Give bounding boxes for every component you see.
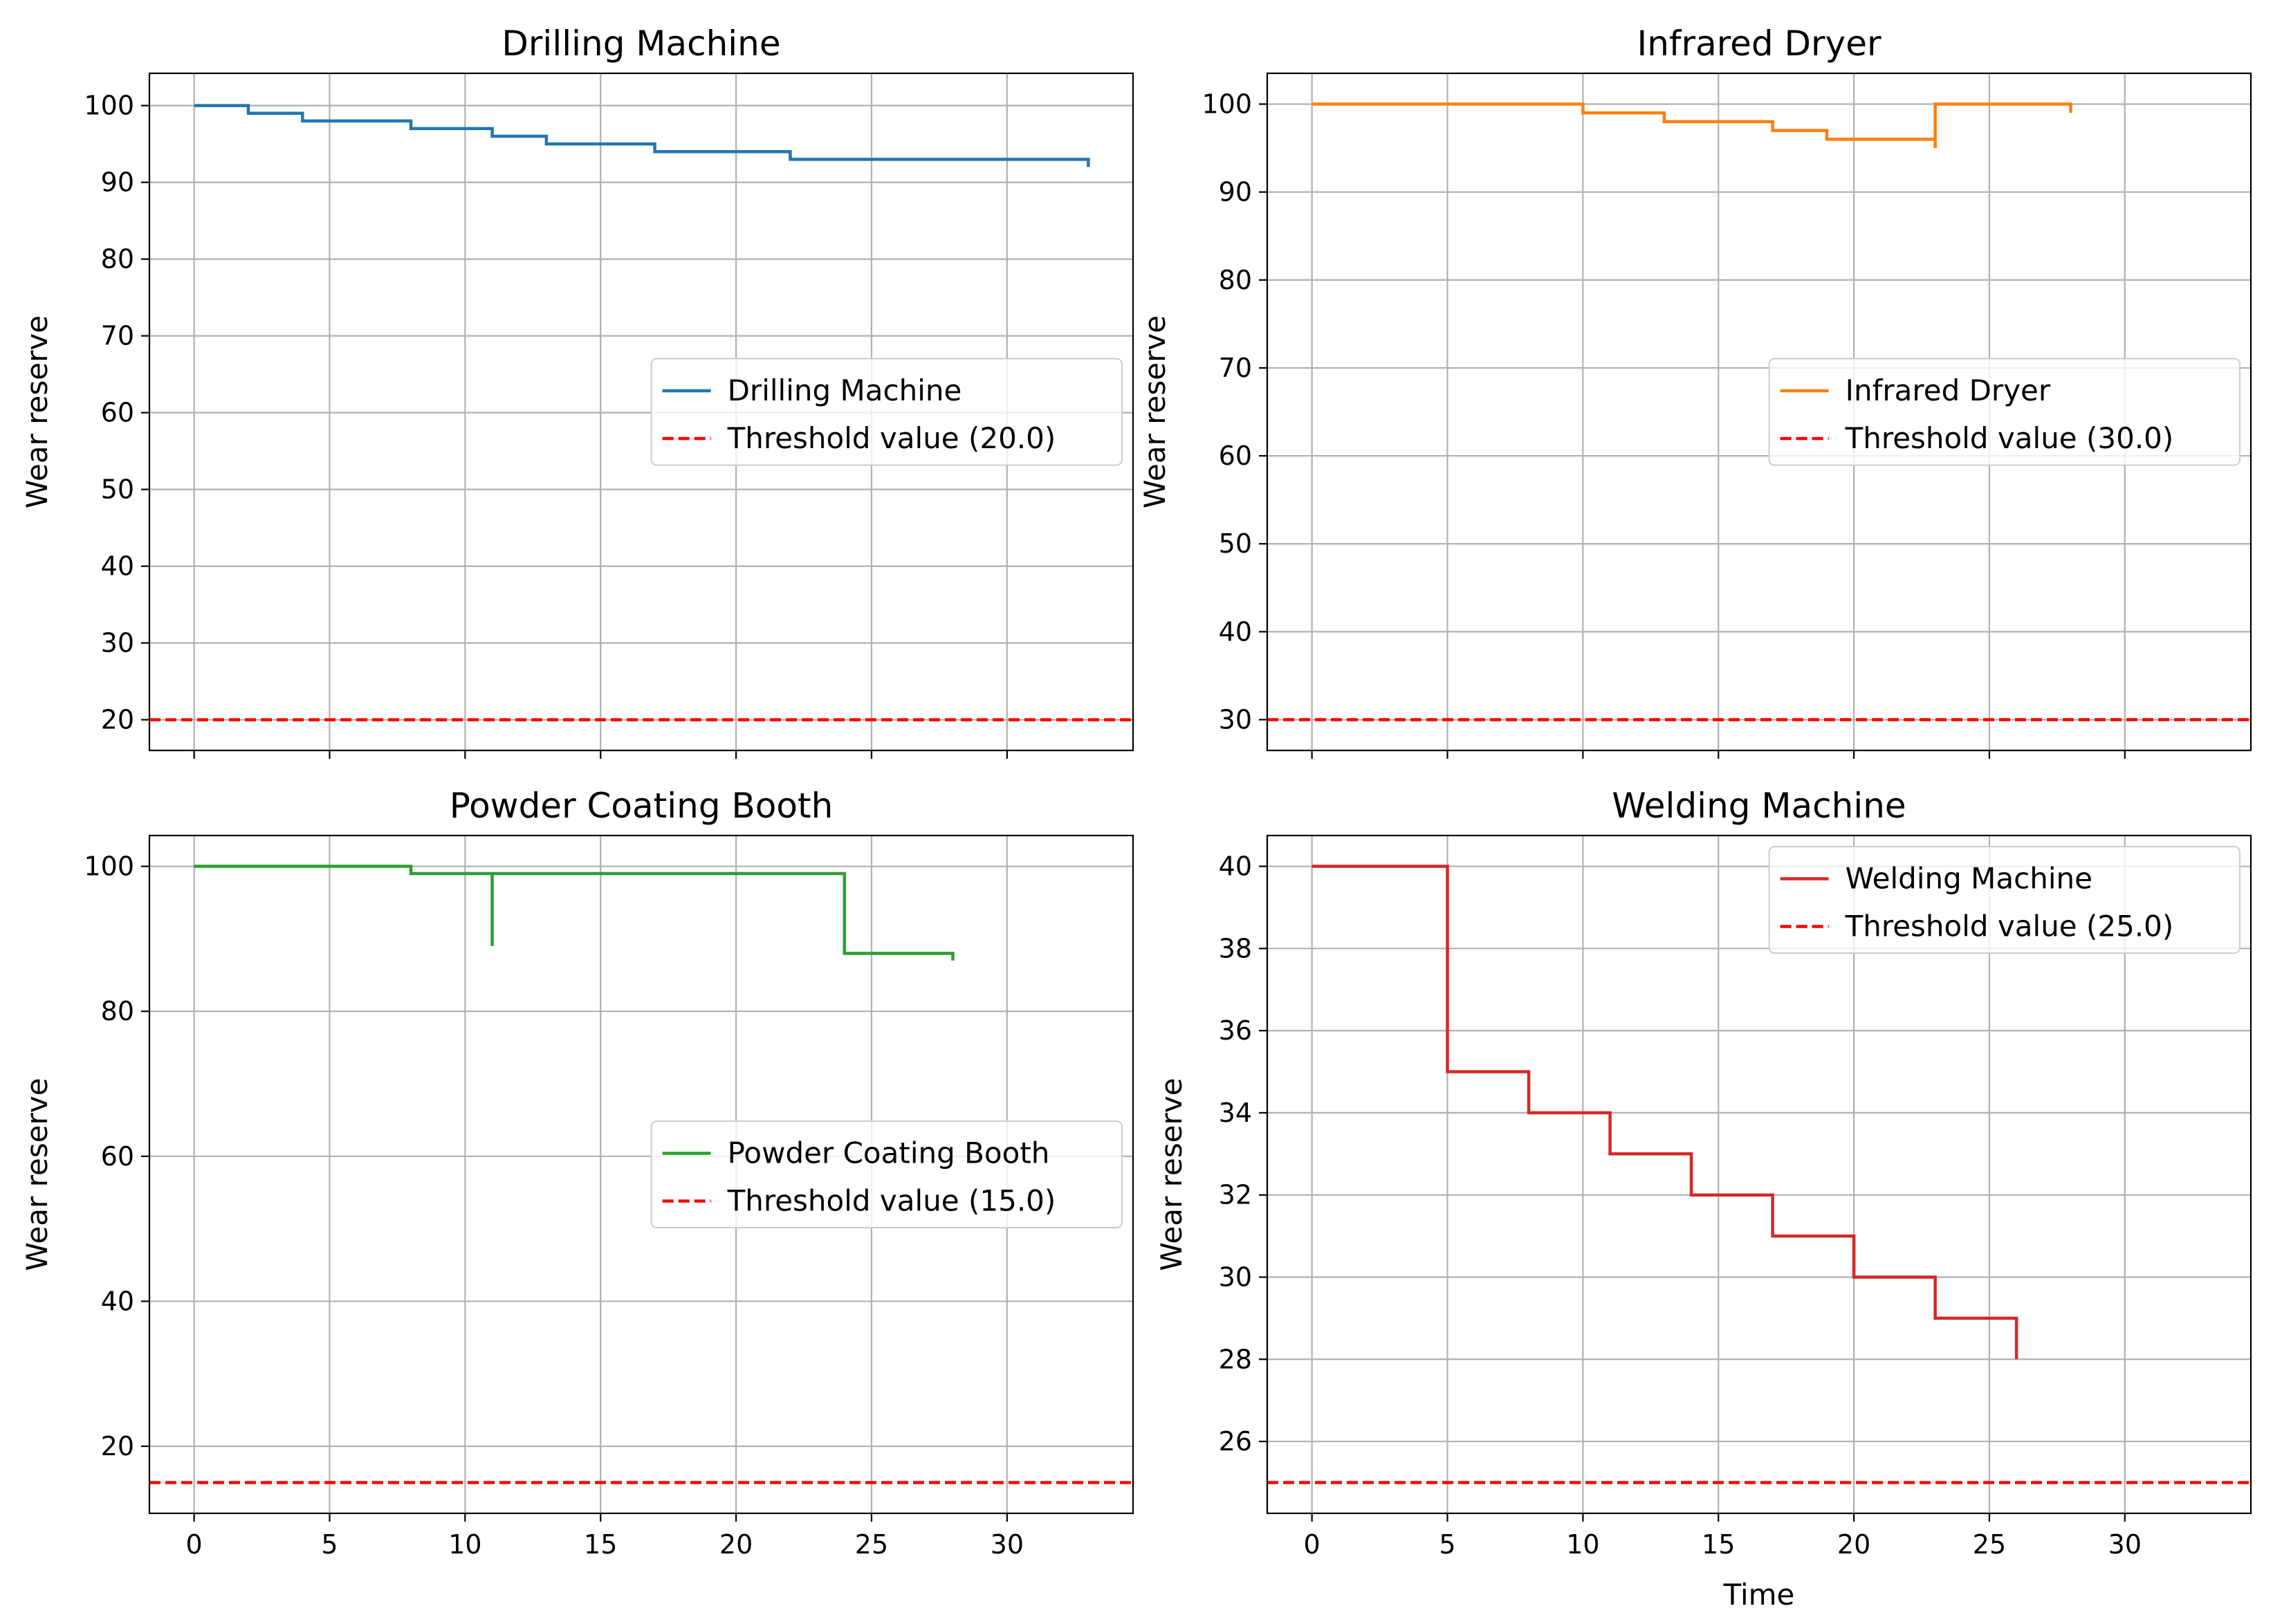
y-tick-label: 30 [1219,705,1252,735]
y-tick-label: 70 [1219,353,1252,383]
subplot-3: 0 5 10 15 20 25 30 20 40 60 80 100 Powder Coating Bo… [20,786,1134,1560]
y-tick-label: 36 [1219,1015,1252,1046]
subplot-1: 20 30 40 50 60 70 80 90 100 Drilling Machine Wear … [20,24,1134,759]
x-ticks [1311,750,2126,759]
subplot-4: 0 5 10 15 20 25 30 26 28 30 32 34 36 38 40 Welding Mach… [1154,786,2252,1560]
x-tick-label: 20 [1837,1529,1870,1560]
legend-label: Threshold value (20.0) [727,421,1056,455]
axes-frame [1266,72,2252,752]
x-ticks: 0 5 10 15 20 25 30 [186,1513,1024,1560]
axes-frame [1266,834,2252,1515]
y-tick-label: 100 [1202,89,1252,120]
series-line [194,865,955,961]
y-axis-label: Wear reserve [1154,1078,1188,1271]
x-tick-label: 0 [1304,1529,1320,1560]
grid [149,836,1133,1513]
x-tick-label: 25 [1973,1529,2006,1560]
subplot-title: Drilling Machine [501,24,780,64]
legend-label: Infrared Dryer [1846,373,2051,407]
subplot-title: Welding Machine [1612,786,1906,826]
y-tick-label: 50 [1219,528,1252,559]
y-tick-label: 20 [101,705,134,735]
subplot-2: 30 40 50 60 70 80 90 100 Infrared Dryer Wear rese… [1138,24,2252,759]
x-tick-label: 25 [855,1529,888,1560]
y-tick-label: 100 [84,91,134,121]
legend-label: Drilling Machine [728,373,962,407]
x-tick-label: 10 [448,1529,481,1560]
x-tick-label: 15 [584,1529,617,1560]
y-tick-label: 30 [101,628,134,658]
y-tick-label: 90 [1219,177,1252,207]
y-tick-label: 100 [84,851,134,882]
y-ticks: 20 40 60 80 100 [84,851,149,1461]
x-tick-label: 30 [991,1529,1024,1560]
y-tick-label: 60 [101,398,134,428]
y-axis-label: Wear reserve [20,315,54,508]
y-axis-label: Wear reserve [1138,315,1172,508]
y-tick-label: 80 [1219,265,1252,295]
y-tick-label: 40 [1219,851,1252,882]
axes-frame [148,72,1134,752]
legend-label: Welding Machine [1846,862,2092,896]
x-tick-label: 20 [719,1529,753,1560]
y-tick-label: 32 [1219,1180,1252,1210]
legend-box [650,358,1123,466]
series-line [1312,865,2018,1360]
y-ticks: 26 28 30 32 34 36 38 40 [1219,851,1267,1457]
legend: Welding Machine Threshold value (25.0) [1768,846,2241,954]
x-tick-label: 5 [321,1529,338,1560]
legend-label: Powder Coating Booth [728,1136,1050,1170]
y-ticks: 20 30 40 50 60 70 80 90 100 [84,91,149,735]
x-tick-label: 5 [1439,1529,1455,1560]
y-tick-label: 38 [1219,933,1252,963]
legend: Drilling Machine Threshold value (20.0) [650,358,1123,466]
axes-frame [148,834,1134,1515]
legend-label: Threshold value (30.0) [1845,421,2174,455]
y-tick-label: 40 [101,551,134,582]
subplot-title: Powder Coating Booth [450,786,834,826]
y-tick-label: 60 [101,1141,134,1172]
legend: Infrared Dryer Threshold value (30.0) [1768,358,2241,466]
y-tick-label: 70 [101,321,134,351]
y-tick-label: 20 [101,1431,134,1461]
y-tick-label: 34 [1219,1098,1252,1128]
x-tick-label: 15 [1702,1529,1735,1560]
y-tick-label: 40 [1219,616,1252,647]
series-line [1312,102,2072,149]
y-tick-label: 80 [101,244,134,275]
x-ticks: 0 5 10 15 20 25 30 [1304,1513,2142,1560]
y-tick-label: 28 [1219,1344,1252,1374]
series-line [194,104,1090,167]
legend-label: Threshold value (15.0) [727,1184,1056,1218]
x-ticks [193,750,1008,759]
y-axis-label: Wear reserve [20,1078,54,1271]
legend-box [1768,358,2241,466]
x-tick-label: 30 [2108,1529,2142,1560]
x-tick-label: 0 [186,1529,203,1560]
figure-x-axis-label: Time [1723,1578,1795,1612]
legend-label: Threshold value (25.0) [1845,910,2174,943]
y-ticks: 30 40 50 60 70 80 90 100 [1202,89,1267,735]
legend-box [1768,846,2241,954]
subplot-title: Infrared Dryer [1637,24,1881,64]
y-tick-label: 30 [1219,1262,1252,1292]
y-tick-label: 60 [1219,441,1252,471]
y-tick-label: 90 [101,167,134,198]
x-tick-label: 10 [1566,1529,1599,1560]
y-tick-label: 40 [101,1286,134,1316]
y-tick-label: 50 [101,474,134,505]
y-tick-label: 26 [1219,1426,1252,1457]
legend: Powder Coating Booth Threshold value (15.… [650,1120,1123,1228]
y-tick-label: 80 [101,996,134,1026]
legend-box [650,1120,1123,1228]
